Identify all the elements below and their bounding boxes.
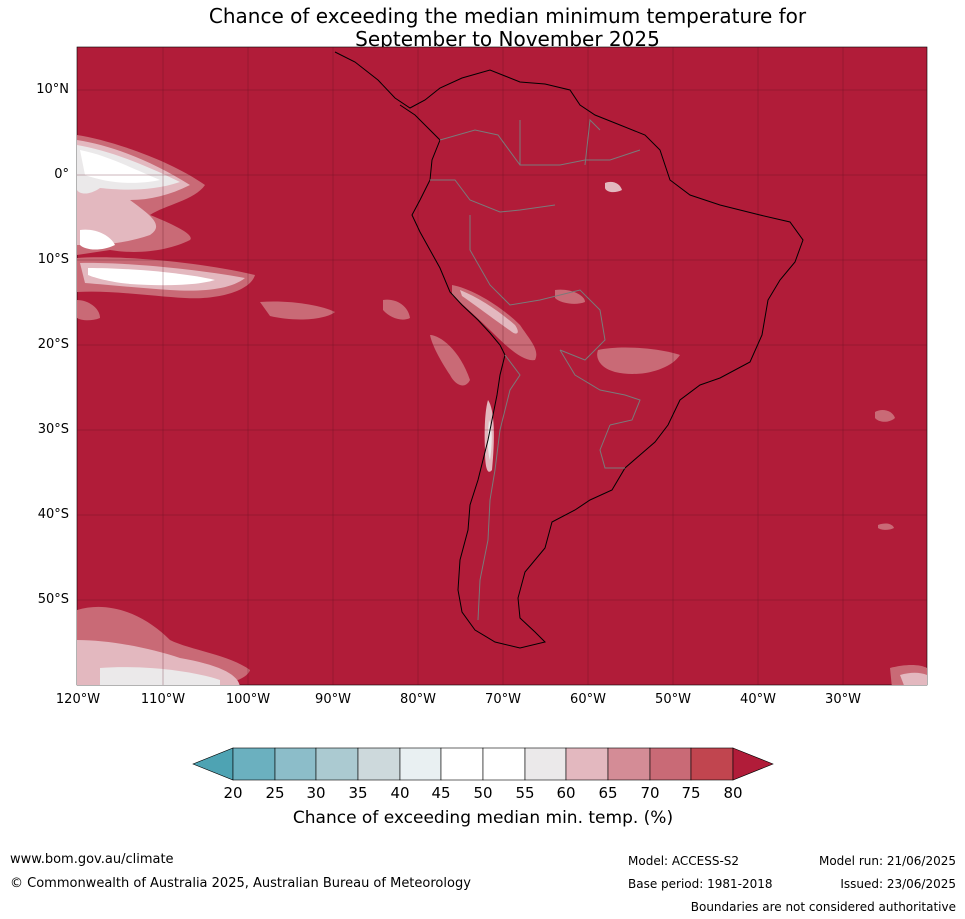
colorbar-low-arrow — [192, 747, 234, 781]
contour-atlantic-small-2 — [605, 181, 622, 193]
map-gridlines — [77, 47, 927, 685]
lat-label: 10°S — [37, 252, 69, 267]
lon-label: 30°W — [825, 692, 861, 707]
contour-andes-streak-inner — [460, 290, 518, 334]
colorbar-tick-label: 75 — [681, 784, 701, 802]
colorbar-tick-label: 35 — [348, 784, 368, 802]
map-title-line-2: September to November 2025 — [355, 27, 660, 51]
lat-label: 40°S — [37, 507, 69, 522]
footer-copyright: © Commonwealth of Australia 2025, Austra… — [10, 876, 471, 891]
lon-label: 90°W — [315, 692, 351, 707]
lon-label: 120°W — [55, 692, 101, 707]
colorbar-segment — [440, 747, 484, 781]
anomaly-contours — [77, 135, 927, 685]
footer-model: Model: ACCESS-S2 — [628, 854, 740, 868]
colorbar-tick-label: 80 — [723, 784, 743, 802]
lon-label: 80°W — [400, 692, 436, 707]
map-title-line-1: Chance of exceeding the median minimum t… — [208, 4, 807, 28]
contour-bolivia — [555, 289, 585, 304]
lat-label: 0° — [54, 167, 69, 182]
footer-base-period: Base period: 1981-2018 — [628, 877, 773, 891]
south-america-coastline — [334, 51, 804, 649]
contour-southeast-corner-inner — [900, 672, 927, 685]
contour-pacific-white-2 — [80, 229, 115, 250]
colorbar-segment — [315, 747, 359, 781]
colorbar-tick-label: 40 — [390, 784, 410, 802]
colorbar-segment — [565, 747, 609, 781]
contour-pacific-south-band-core — [88, 268, 215, 286]
lon-label: 50°W — [655, 692, 691, 707]
colorbar-label: Chance of exceeding median min. temp. (%… — [292, 808, 674, 828]
lat-label: 50°S — [37, 592, 69, 607]
colorbar-tick-label: 25 — [265, 784, 285, 802]
lon-label: 100°W — [225, 692, 271, 707]
lat-label: 10°N — [36, 82, 69, 97]
lon-label: 40°W — [740, 692, 776, 707]
contour-atlantic-small-1 — [875, 410, 895, 422]
colorbar-tick-label: 65 — [598, 784, 618, 802]
lon-label: 60°W — [570, 692, 606, 707]
colorbar-high-arrow — [732, 747, 774, 781]
contour-peru-coast — [430, 335, 470, 386]
footer-issued: Issued: 23/06/2025 — [840, 877, 956, 891]
lat-label: 20°S — [37, 337, 69, 352]
colorbar-segment — [232, 747, 276, 781]
colorbar-tick-label: 30 — [306, 784, 326, 802]
footer-website: www.bom.gov.au/climate — [10, 852, 174, 867]
colorbar-tick-label: 55 — [515, 784, 535, 802]
colorbar-tick-label: 60 — [556, 784, 576, 802]
lon-label: 110°W — [140, 692, 186, 707]
colorbar-segment — [274, 747, 317, 781]
colorbar-segment — [399, 747, 442, 781]
colorbar-segment — [524, 747, 567, 781]
colorbar-segment — [649, 747, 692, 781]
lon-label: 70°W — [485, 692, 521, 707]
colorbar-tick-label: 45 — [431, 784, 451, 802]
colorbar — [192, 747, 774, 781]
contour-atlantic-small-3 — [878, 523, 894, 530]
colorbar-tick-label: 70 — [640, 784, 660, 802]
contour-southwest-pacific-core — [100, 667, 220, 685]
colorbar-tick-label: 20 — [223, 784, 243, 802]
contour-galapagos-west — [383, 299, 410, 320]
contour-pacific-white-1 — [80, 150, 160, 183]
contour-pacific-patch — [260, 301, 335, 320]
lat-label: 30°S — [37, 422, 69, 437]
colorbar-tick-label: 50 — [473, 784, 493, 802]
country-borders — [430, 118, 641, 621]
colorbar-segment — [690, 747, 734, 781]
contour-pacific-patch-2 — [77, 300, 100, 321]
contour-paraguay — [597, 347, 680, 375]
colorbar-segment — [357, 747, 401, 781]
footer-model-run: Model run: 21/06/2025 — [818, 854, 956, 868]
colorbar-segment — [482, 747, 526, 781]
footer-disclaimer: Boundaries are not considered authoritat… — [690, 900, 956, 914]
colorbar-segment — [607, 747, 651, 781]
